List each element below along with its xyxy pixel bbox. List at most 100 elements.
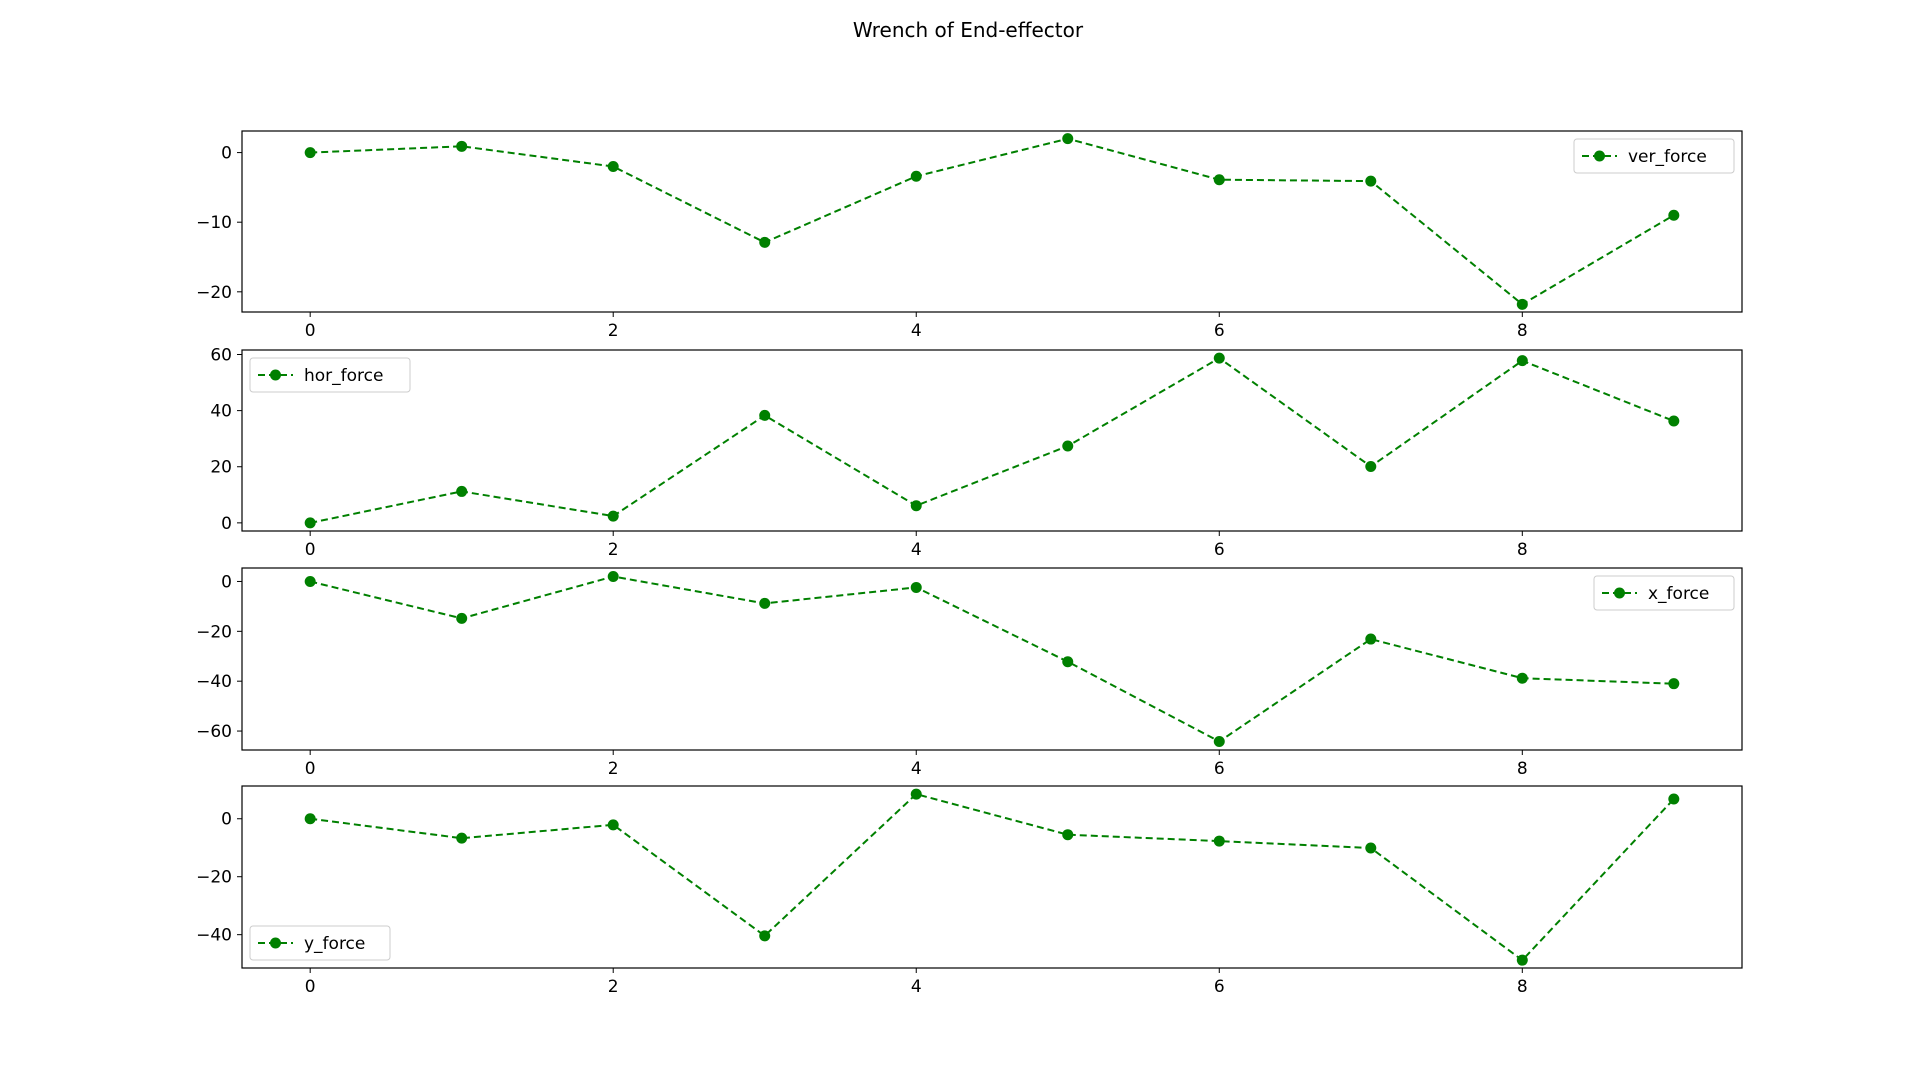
x-tick-label: 6 xyxy=(1214,540,1225,560)
data-point xyxy=(1516,355,1528,367)
data-point xyxy=(1213,174,1225,186)
y-tick-label: −40 xyxy=(196,672,232,692)
data-point xyxy=(1516,298,1528,310)
data-point xyxy=(1062,133,1074,145)
data-point xyxy=(607,819,619,831)
legend-marker xyxy=(270,369,281,381)
y-tick-label: −10 xyxy=(196,213,232,233)
y-tick-label: −20 xyxy=(196,283,232,303)
data-point xyxy=(1213,736,1225,748)
x-tick-label: 2 xyxy=(608,321,619,341)
series-line-y_force xyxy=(310,792,1675,962)
x-tick-label: 6 xyxy=(1214,759,1225,779)
data-point xyxy=(910,170,922,182)
series-line-hor_force xyxy=(309,356,1675,524)
legend-box xyxy=(249,925,391,961)
legend-marker xyxy=(270,937,281,949)
y-tick-label: −20 xyxy=(196,622,232,642)
x-tick-label: 8 xyxy=(1517,977,1528,997)
data-point xyxy=(607,570,619,582)
x-tick-label: 0 xyxy=(305,977,316,997)
data-point xyxy=(456,485,468,497)
data-point xyxy=(1365,633,1377,645)
data-point xyxy=(910,581,922,593)
legend-label: hor_force xyxy=(304,366,383,386)
x-tick-label: 0 xyxy=(305,759,316,779)
y-tick-label: 40 xyxy=(210,402,232,422)
legend-marker xyxy=(1614,587,1625,599)
legend: hor_force xyxy=(249,357,411,393)
data-point xyxy=(1365,175,1377,187)
x-tick-label: 4 xyxy=(911,977,922,997)
data-point xyxy=(1668,415,1680,427)
x-tick-label: 4 xyxy=(911,321,922,341)
y-tick-label: 20 xyxy=(210,458,232,478)
data-point xyxy=(607,161,619,173)
data-point xyxy=(304,517,316,529)
data-point xyxy=(1516,954,1528,966)
data-point xyxy=(304,813,316,825)
x-tick-label: 2 xyxy=(608,759,619,779)
axes-frame xyxy=(241,349,1743,532)
data-point xyxy=(304,147,316,159)
data-point xyxy=(456,140,468,152)
data-point xyxy=(1516,672,1528,684)
data-point xyxy=(1062,829,1074,841)
legend: y_force xyxy=(249,925,391,961)
legend-box xyxy=(1593,575,1735,611)
y-tick-label: 0 xyxy=(221,572,232,592)
data-point xyxy=(759,236,771,248)
legend-label: y_force xyxy=(304,934,365,954)
legend: ver_force xyxy=(1573,138,1735,174)
legend-box xyxy=(1573,138,1735,174)
data-point xyxy=(759,597,771,609)
x-tick-label: 4 xyxy=(911,759,922,779)
data-point xyxy=(759,930,771,942)
data-point xyxy=(304,575,316,587)
y-tick-label: −60 xyxy=(196,722,232,742)
data-point xyxy=(1668,209,1680,221)
subplot-4: 0 2 4 6 8 0 −20 −40 y_force xyxy=(196,785,1743,997)
x-tick-label: 0 xyxy=(305,321,316,341)
data-point xyxy=(456,832,468,844)
series-line-x_force xyxy=(309,575,1674,743)
legend-marker xyxy=(1594,150,1605,162)
x-tick-label: 0 xyxy=(305,540,316,560)
y-tick-label: 60 xyxy=(210,345,232,365)
y-tick-label: −40 xyxy=(196,926,232,946)
data-point xyxy=(1062,656,1074,668)
legend-label: ver_force xyxy=(1628,147,1707,167)
data-point xyxy=(1213,352,1225,364)
series-line-ver_force xyxy=(310,137,1675,306)
subplot-1: 0 2 4 6 8 0 −10 −20 ver_force xyxy=(196,130,1743,341)
data-point xyxy=(910,788,922,800)
data-point xyxy=(759,409,771,421)
x-tick-label: 2 xyxy=(608,540,619,560)
data-point xyxy=(1668,793,1680,805)
y-tick-label: 0 xyxy=(221,144,232,164)
y-tick-label: −20 xyxy=(196,868,232,888)
subplot-3: 0 2 4 6 8 0 −20 −40 −60 x_force xyxy=(196,567,1743,779)
data-point xyxy=(1062,440,1074,452)
x-tick-label: 6 xyxy=(1214,977,1225,997)
data-point xyxy=(456,612,468,624)
figure-title: Wrench of End-effector xyxy=(853,18,1084,42)
y-tick-label: 0 xyxy=(221,810,232,830)
subplot-2: 0 2 4 6 8 0 20 40 60 hor_force xyxy=(210,345,1743,560)
x-tick-label: 4 xyxy=(911,540,922,560)
data-point xyxy=(1365,460,1377,472)
x-tick-label: 2 xyxy=(608,977,619,997)
legend-box xyxy=(249,357,411,393)
legend: x_force xyxy=(1593,575,1735,611)
legend-label: x_force xyxy=(1648,584,1709,604)
data-point xyxy=(1668,678,1680,690)
data-point xyxy=(1213,835,1225,847)
data-point xyxy=(607,510,619,522)
x-tick-label: 8 xyxy=(1517,540,1528,560)
x-tick-label: 8 xyxy=(1517,321,1528,341)
axes-frame xyxy=(241,567,1743,751)
data-point xyxy=(910,500,922,512)
